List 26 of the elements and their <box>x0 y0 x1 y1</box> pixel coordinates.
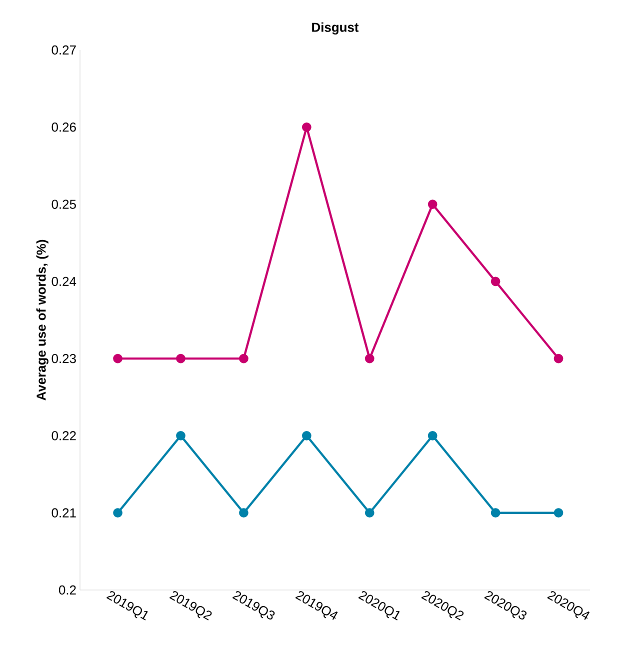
y-tick-label: 0.27 <box>52 45 76 55</box>
point <box>176 354 186 364</box>
point <box>302 431 312 440</box>
point <box>364 354 374 364</box>
point <box>113 508 122 518</box>
chart-title: Disgust <box>312 22 359 35</box>
point <box>554 508 564 518</box>
point <box>302 122 312 132</box>
point <box>113 354 122 364</box>
y-tick-label: 0.25 <box>52 200 76 209</box>
y-tick-label: 0.26 <box>52 122 76 132</box>
point <box>239 354 248 364</box>
point <box>490 508 500 518</box>
point <box>176 431 186 440</box>
y-axis-title: Average use of words, (%) <box>36 240 48 400</box>
point <box>364 508 374 518</box>
y-tick-label: 0.23 <box>52 354 76 364</box>
point <box>490 276 500 286</box>
y-tick-label: 0.24 <box>52 276 76 286</box>
point <box>554 354 564 364</box>
y-tick-label: 0.2 <box>58 585 76 595</box>
point <box>428 431 438 440</box>
point <box>428 200 438 209</box>
y-tick-label: 0.21 <box>52 508 76 518</box>
point <box>239 508 248 518</box>
y-tick-label: 0.22 <box>52 431 76 440</box>
